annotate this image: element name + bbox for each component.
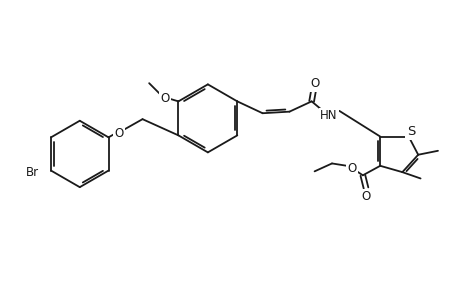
Text: O: O <box>309 77 319 90</box>
Text: S: S <box>406 125 414 138</box>
Text: O: O <box>160 92 169 105</box>
Text: HN: HN <box>319 109 337 122</box>
Text: O: O <box>347 162 356 176</box>
Text: O: O <box>114 127 123 140</box>
Text: O: O <box>361 190 370 203</box>
Text: Br: Br <box>26 166 39 178</box>
